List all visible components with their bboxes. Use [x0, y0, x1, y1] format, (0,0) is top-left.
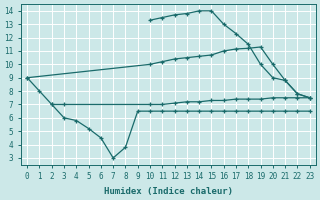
X-axis label: Humidex (Indice chaleur): Humidex (Indice chaleur) — [104, 187, 233, 196]
